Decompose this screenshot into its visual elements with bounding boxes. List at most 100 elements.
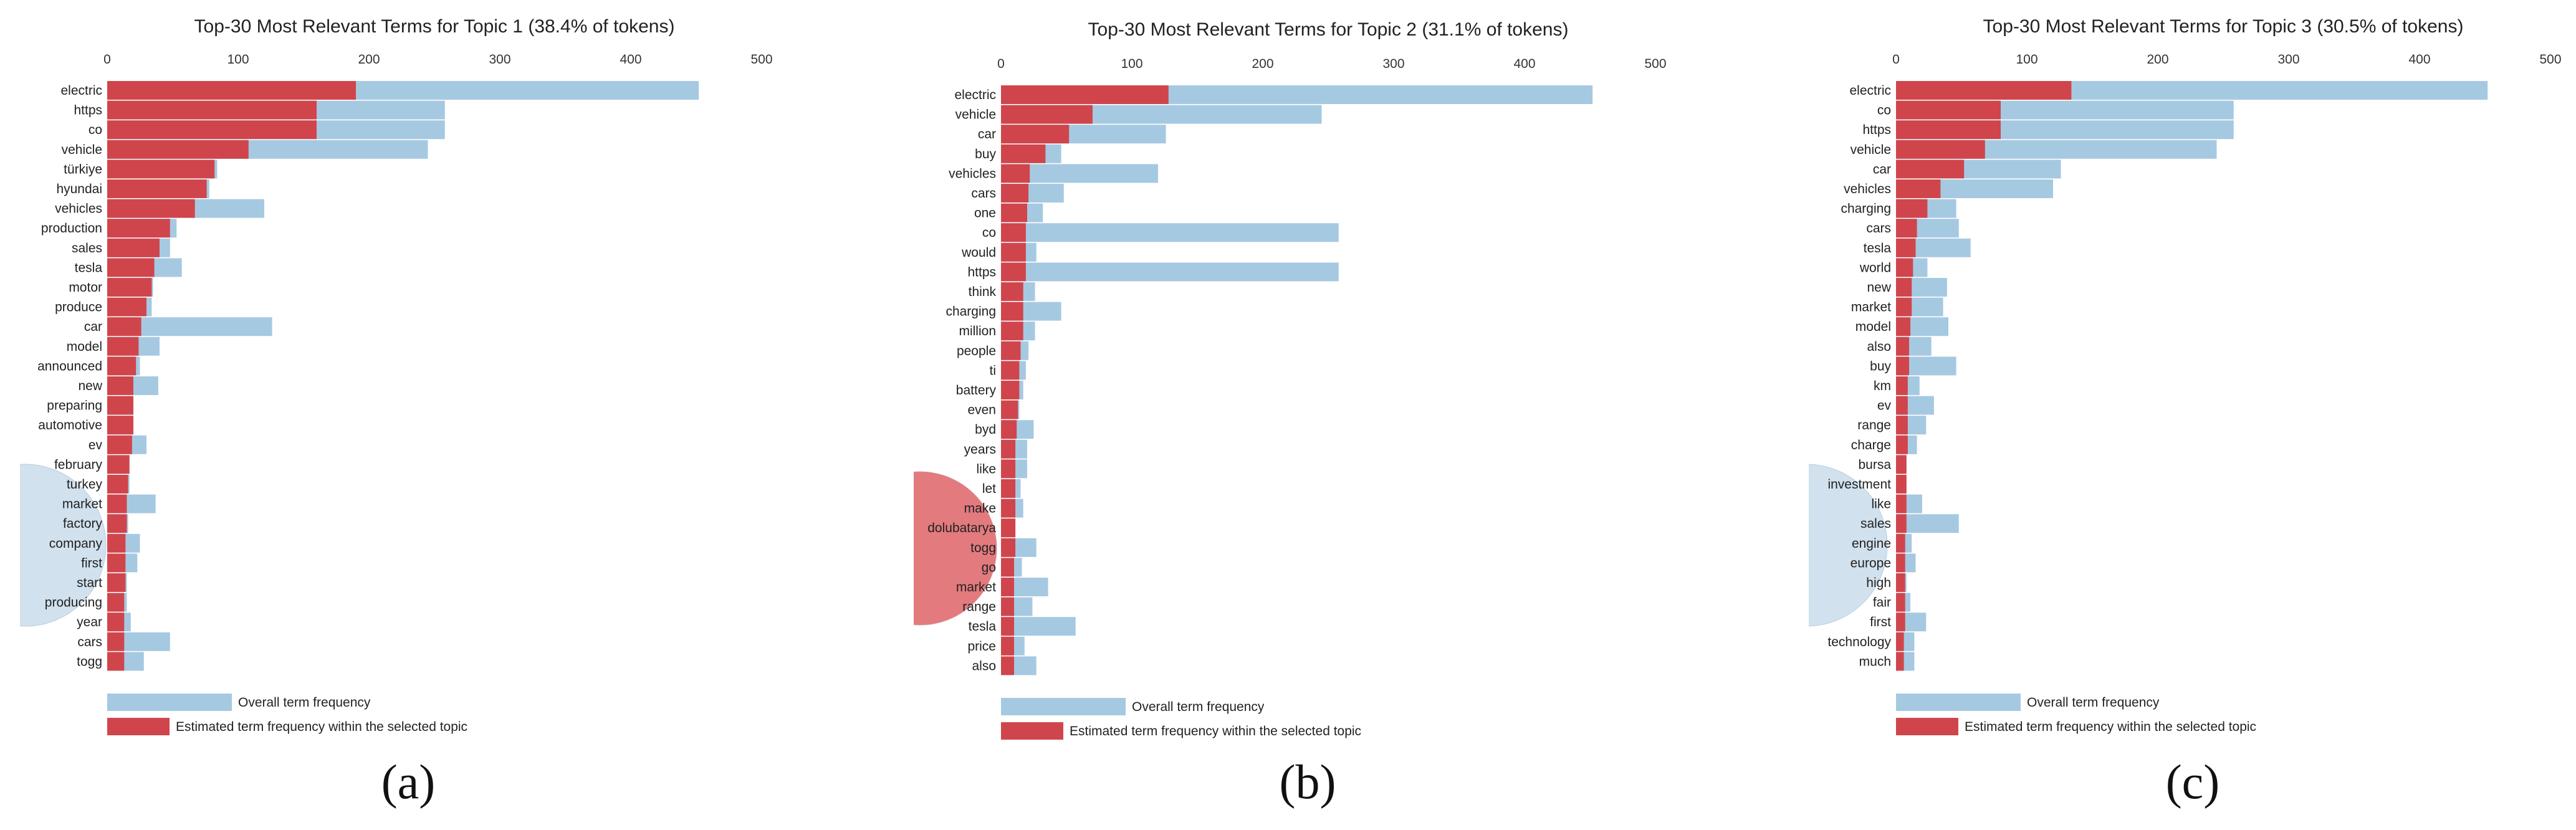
term-label: vehicles [55, 202, 102, 216]
topic-circle [20, 464, 107, 627]
x-tick-label: 300 [2277, 52, 2299, 67]
term-label: new [1867, 280, 1891, 295]
topic-frequency-bar [1896, 533, 1905, 553]
topic-frequency-bar [107, 435, 132, 454]
topic-frequency-bar [1001, 498, 1016, 518]
topic-frequency-bar [1896, 475, 1907, 494]
legend-topic-label: Estimated term frequency within the sele… [1070, 724, 1361, 738]
term-label: car [84, 320, 102, 334]
x-tick-label: 300 [489, 52, 510, 67]
topic-frequency-bar [1896, 573, 1905, 592]
topic-frequency-bar [1001, 538, 1016, 557]
term-label: first [1870, 615, 1891, 629]
topic-frequency-bar [1001, 400, 1018, 419]
x-tick-label: 100 [1121, 57, 1142, 71]
term-label: think [969, 285, 997, 299]
term-label: türkiye [64, 162, 102, 176]
term-label: togg [77, 654, 102, 669]
term-label: vehicle [955, 108, 996, 122]
legend-topic-label: Estimated term frequency within the sele… [176, 720, 467, 734]
term-label: vehicles [1844, 182, 1891, 196]
legend-overall-swatch [1896, 694, 2021, 711]
topic-frequency-bar [1896, 199, 1928, 218]
topic-frequency-bar [107, 140, 249, 159]
topic-circle [914, 471, 997, 626]
term-label: fair [1873, 596, 1891, 610]
x-tick-label: 500 [1644, 57, 1666, 71]
legend-overall-label: Overall term frequency [1132, 700, 1265, 714]
term-label: tesla [969, 619, 997, 634]
panel-caption-c: (c) [2165, 755, 2220, 809]
topic-frequency-bar [1896, 238, 1916, 257]
term-label: https [1862, 123, 1891, 137]
term-label: even [967, 403, 996, 417]
x-tick-label: 400 [1513, 57, 1535, 71]
term-label: ev [1877, 399, 1892, 413]
term-label: factory [63, 517, 103, 531]
topic-frequency-bar [107, 593, 125, 612]
term-label: february [54, 457, 103, 472]
x-tick-label: 200 [2147, 52, 2168, 67]
term-label: model [67, 340, 102, 354]
topic-frequency-bar [1001, 479, 1016, 498]
topic-frequency-bar [1896, 652, 1904, 671]
topic-frequency-bar [1896, 120, 2001, 140]
term-label: company [49, 537, 103, 551]
topic-frequency-bar [1001, 617, 1014, 636]
topic-frequency-bar [1896, 396, 1908, 415]
topic-frequency-bar [1001, 656, 1014, 675]
topic-frequency-bar [107, 613, 125, 632]
topic-frequency-bar [1001, 282, 1023, 301]
term-label: km [1874, 379, 1891, 393]
legend-overall-label: Overall term frequency [238, 695, 371, 710]
term-label: high [1866, 576, 1891, 590]
term-label: car [978, 127, 996, 141]
term-label: go [982, 560, 996, 575]
topic-frequency-bar [1001, 439, 1016, 459]
term-label: market [1851, 300, 1891, 315]
topic-circle [1809, 464, 1888, 627]
overall-frequency-bar [1001, 223, 1339, 242]
topic-frequency-bar [1896, 435, 1908, 454]
topic-frequency-bar [1896, 336, 1909, 356]
term-label: years [964, 442, 996, 457]
topic-frequency-bar [1001, 302, 1023, 321]
topic-frequency-bar [1001, 322, 1023, 341]
topic-frequency-bar [1896, 317, 1911, 336]
topic-frequency-bar [1001, 381, 1020, 399]
term-label: charge [1851, 438, 1891, 452]
topic-frequency-bar [1001, 597, 1014, 616]
topic-frequency-bar [1001, 85, 1169, 104]
topic-frequency-bar [1001, 144, 1046, 163]
term-label: world [1859, 260, 1891, 275]
term-label: electric [1849, 83, 1891, 98]
topic-frequency-bar [107, 533, 126, 553]
chart-title: Top-30 Most Relevant Terms for Topic 1 (… [194, 16, 675, 37]
term-label: like [1871, 497, 1891, 512]
term-label: cars [1866, 221, 1891, 236]
term-label: people [957, 344, 996, 358]
term-label: electric [954, 88, 996, 102]
term-label: announced [37, 359, 102, 373]
term-label: europe [1851, 556, 1891, 570]
topic-frequency-bar [1896, 160, 1965, 179]
term-label: battery [956, 383, 997, 398]
term-label: vehicles [949, 166, 996, 181]
legend-overall-swatch [1001, 698, 1126, 715]
x-tick-label: 500 [2539, 52, 2561, 67]
topic-frequency-bar [1001, 184, 1029, 203]
term-label: co [89, 123, 102, 137]
topic-frequency-bar [1001, 341, 1021, 360]
topic-frequency-bar [1001, 105, 1093, 124]
topic-frequency-bar [1001, 518, 1016, 538]
legend-overall-label: Overall term frequency [2027, 695, 2160, 710]
topic-frequency-bar [1896, 140, 1985, 159]
topic-frequency-bar [1896, 278, 1912, 297]
term-label: https [74, 103, 102, 118]
topic-frequency-bar [1001, 164, 1030, 183]
topic-frequency-bar [1001, 578, 1014, 596]
topic-frequency-bar [1001, 459, 1016, 479]
topic-frequency-bar [107, 652, 125, 671]
term-label: ti [990, 363, 997, 378]
term-label: preparing [47, 399, 102, 413]
